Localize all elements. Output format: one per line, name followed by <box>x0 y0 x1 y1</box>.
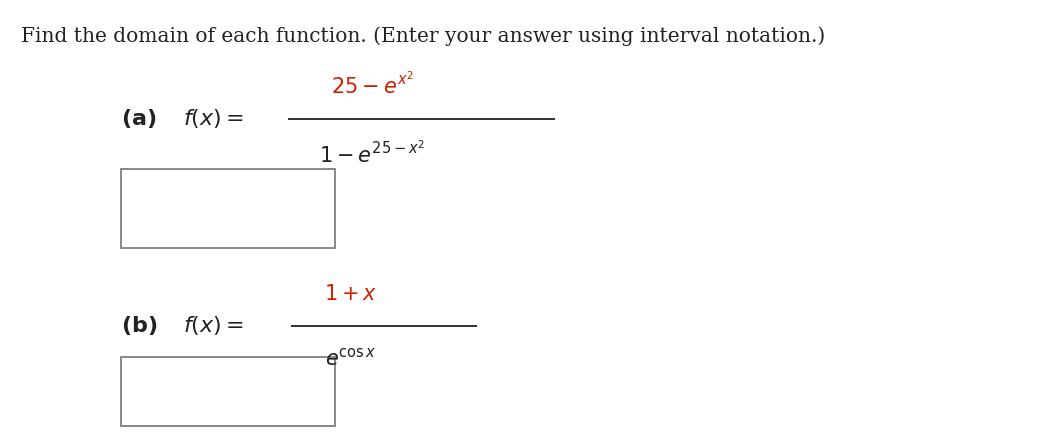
Text: $25 - e^{x^2}$: $25 - e^{x^2}$ <box>331 71 413 98</box>
Text: $\mathbf{(a)}$: $\mathbf{(a)}$ <box>121 107 156 130</box>
Text: $1 + x$: $1 + x$ <box>325 285 377 304</box>
Text: Find the domain of each function. (Enter your answer using interval notation.): Find the domain of each function. (Enter… <box>21 27 825 46</box>
Text: $e^{\cos x}$: $e^{\cos x}$ <box>325 347 377 369</box>
Text: $f(x) =$: $f(x) =$ <box>183 314 244 337</box>
Text: $\mathbf{(b)}$: $\mathbf{(b)}$ <box>121 314 157 337</box>
Text: $f(x) =$: $f(x) =$ <box>183 107 244 130</box>
Text: $1 - e^{25-x^2}$: $1 - e^{25-x^2}$ <box>319 140 425 167</box>
